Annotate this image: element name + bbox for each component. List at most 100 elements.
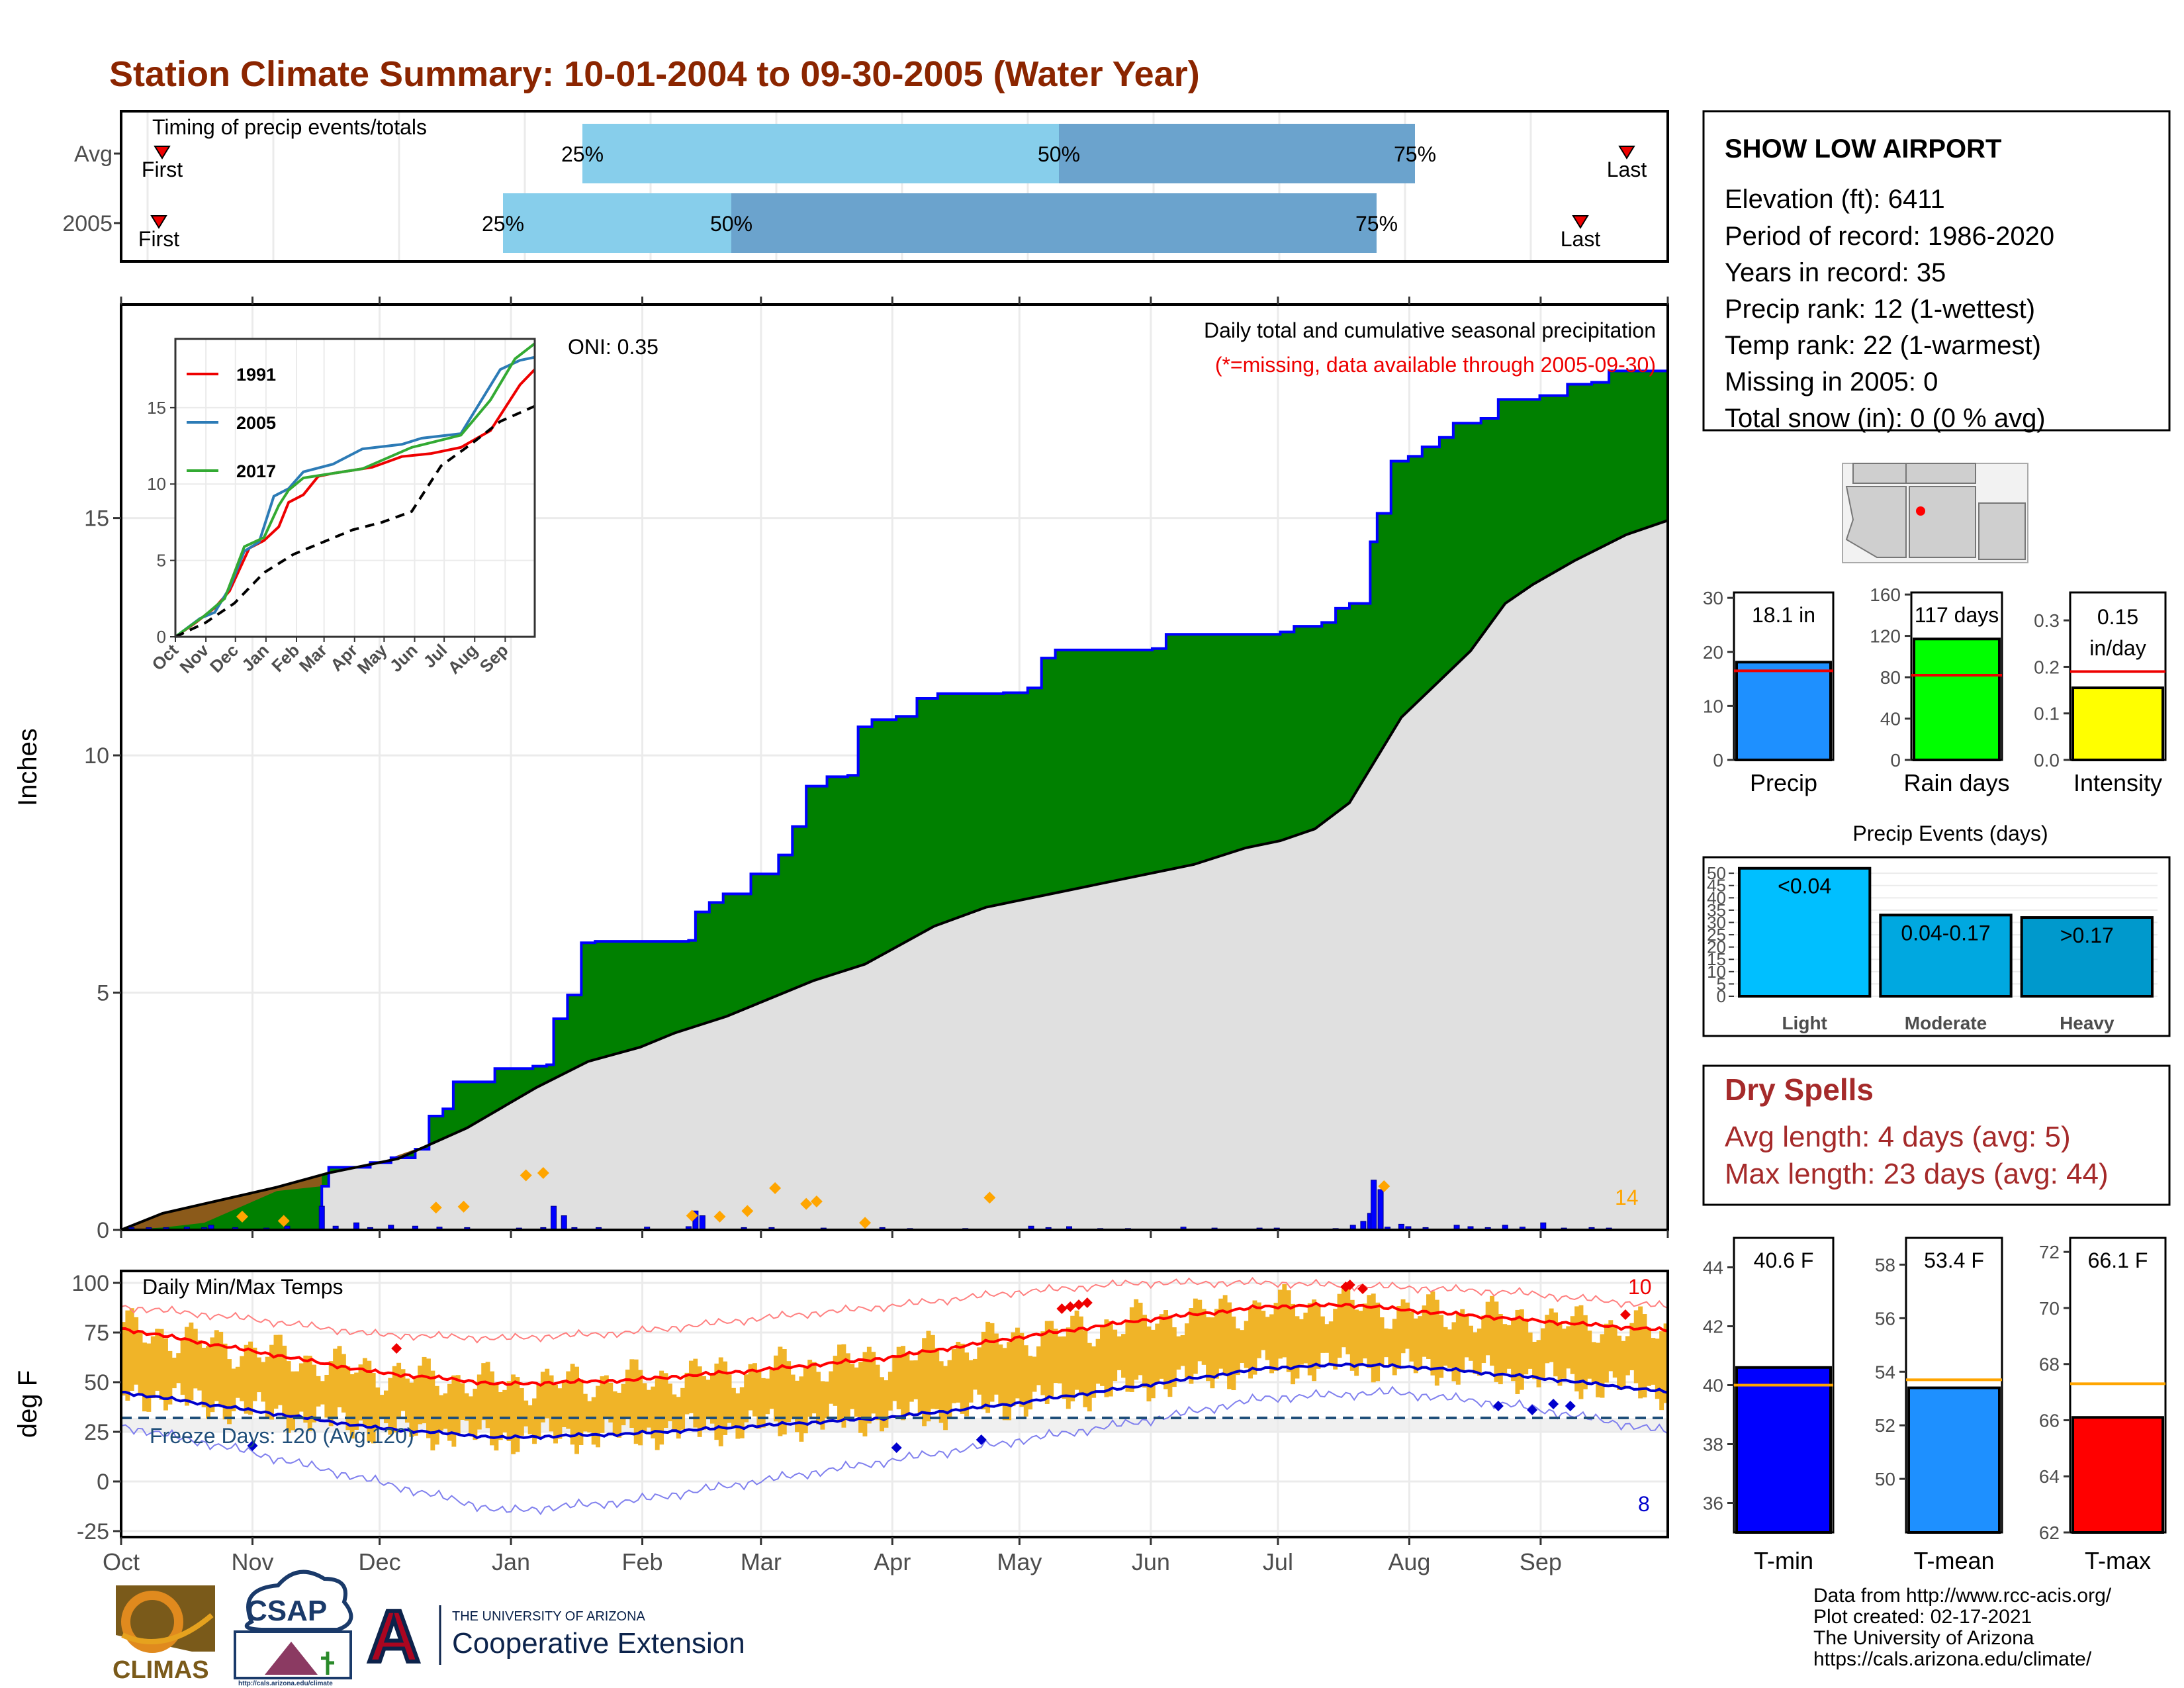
precip-deficit-area-2 — [390, 1149, 416, 1159]
temp-daily-bar — [811, 1362, 817, 1414]
temp-record-high-marker — [1344, 1280, 1355, 1290]
temp-daily-bar — [875, 1364, 880, 1421]
temp-daily-bar — [1113, 1329, 1118, 1382]
temp-daily-bar — [1269, 1314, 1275, 1374]
events-bar-Moderate — [1879, 914, 2013, 998]
temp-ytick-label: 50 — [84, 1370, 109, 1395]
temp-daily-bar — [244, 1344, 249, 1414]
ua-block-a-icon: A — [367, 1596, 420, 1677]
temp-daily-bar — [291, 1371, 296, 1430]
temp-ytick-label: -25 — [77, 1519, 109, 1544]
temp-daily-bar — [519, 1387, 524, 1436]
temp-daily-bar — [557, 1388, 563, 1439]
csap-url: http://cals.arizona.edu/climate — [238, 1680, 333, 1687]
temp-daily-bar — [748, 1364, 753, 1411]
temp-daily-bar — [702, 1376, 707, 1430]
temp-daily-bar — [176, 1353, 181, 1383]
events-ytick-label: 20 — [1707, 937, 1726, 957]
temp-daily-bar — [612, 1391, 617, 1436]
temp-daily-bar — [1354, 1309, 1359, 1376]
credit-university: The University of Arizona — [1813, 1627, 2034, 1649]
temp-daily-bar — [1426, 1294, 1431, 1360]
temp-daily-bar — [345, 1366, 351, 1430]
temp-daily-bar — [1197, 1299, 1203, 1362]
temp-ylabel: deg F — [13, 1370, 42, 1438]
precip-note: (*=missing, data available through 2005-… — [1215, 353, 1656, 377]
temp-month-label: Dec — [359, 1548, 401, 1575]
temp-daily-bar — [1536, 1340, 1541, 1387]
temp-daily-bar — [1019, 1333, 1024, 1407]
temp-record-high-marker — [1056, 1303, 1068, 1314]
temp-daily-bar — [1345, 1289, 1351, 1354]
stat-value-T-min: 40.6 F — [1754, 1248, 1814, 1272]
temp-daily-bar — [1095, 1338, 1101, 1384]
temp-daily-bar — [977, 1347, 982, 1395]
timing-p50-label: 50% — [710, 212, 752, 236]
temp-daily-bar — [1298, 1319, 1304, 1365]
temp-daily-bar — [1379, 1317, 1385, 1366]
timing-last-label: Last — [1561, 227, 1601, 251]
timing-first-marker — [154, 146, 171, 160]
temp-daily-bar — [1511, 1318, 1516, 1382]
temp-daily-bar — [1434, 1299, 1439, 1386]
events-bar-label-Moderate: 0.04-0.17 — [1901, 921, 1990, 945]
temp-daily-bar — [362, 1358, 367, 1427]
events-ytick-label: 0 — [1717, 986, 1726, 1006]
events-ytick-label: 25 — [1707, 925, 1726, 945]
temp-daily-bar — [926, 1331, 931, 1422]
temp-daily-bar — [502, 1389, 508, 1432]
temp-daily-bar — [1015, 1327, 1020, 1399]
events-ytick-label: 35 — [1707, 900, 1726, 920]
temp-daily-bar — [1337, 1293, 1342, 1358]
temp-daily-bar — [1451, 1322, 1457, 1382]
temp-daily-bar — [1591, 1342, 1596, 1384]
temp-daily-bar — [884, 1380, 889, 1428]
temp-daily-bar — [1422, 1305, 1427, 1357]
temp-daily-bar — [1058, 1336, 1062, 1383]
temp-daily-bar — [951, 1349, 956, 1403]
temp-daily-bar — [418, 1365, 423, 1425]
precip-stats-panels: 0 10 20 30 18.1 in Precip 0 40 80 120 160 117 days R… — [1703, 585, 2167, 796]
temp-daily-bar — [473, 1388, 478, 1440]
temp-daily-bar — [964, 1352, 970, 1417]
temp-daily-bar — [1561, 1329, 1567, 1379]
temp-daily-bar — [1235, 1328, 1240, 1376]
temp-daily-bar — [756, 1370, 762, 1429]
temp-daily-bar — [1349, 1299, 1355, 1371]
credit-data-source: Data from http://www.rcc-acis.org/ — [1813, 1585, 2112, 1607]
climas-wordmark: CLIMAS — [113, 1656, 209, 1684]
temp-ytick-label: 25 — [84, 1420, 109, 1445]
temp-daily-bar — [430, 1370, 435, 1451]
precip-heavy-marker — [859, 1217, 872, 1229]
temp-daily-bar — [383, 1390, 388, 1423]
temp-daily-bar — [655, 1377, 660, 1450]
temp-daily-bar — [646, 1389, 651, 1428]
temp-daily-bar — [1167, 1315, 1173, 1397]
temp-daily-bar — [1663, 1323, 1668, 1403]
temp-daily-bar — [989, 1323, 995, 1402]
station-info-box: SHOW LOW AIRPORT Elevation (ft): 6411 Pe… — [1702, 110, 2171, 433]
temp-daily-bar — [591, 1397, 596, 1445]
temp-daily-bar — [985, 1321, 991, 1413]
stat-ytick-label: 56 — [1875, 1308, 1895, 1329]
stat-ytick-label: 80 — [1880, 667, 1901, 688]
temp-daily-bar — [469, 1396, 473, 1434]
temp-daily-bar — [1477, 1328, 1482, 1376]
station-box-frame — [1702, 110, 2171, 432]
inset-legend-label-1991: 1991 — [236, 365, 276, 385]
temp-daily-bar — [1108, 1321, 1113, 1397]
temp-daily-bar — [1286, 1290, 1291, 1372]
station-snow: Total snow (in): 0 (0 % avg) — [1725, 404, 2046, 433]
temp-daily-bar — [629, 1359, 635, 1428]
temp-record-max-line — [120, 1276, 1668, 1344]
stat-label-T-max: T-max — [2085, 1547, 2151, 1574]
temp-daily-bar — [1527, 1332, 1533, 1369]
temp-daily-bar — [163, 1338, 168, 1411]
temp-daily-bar — [273, 1335, 279, 1409]
timing-p50-label: 50% — [1038, 142, 1080, 166]
precip-heavy-marker — [686, 1209, 698, 1222]
temp-daily-bar — [1464, 1315, 1469, 1358]
temp-daily-bar — [532, 1398, 537, 1444]
temp-daily-bar — [553, 1384, 558, 1444]
